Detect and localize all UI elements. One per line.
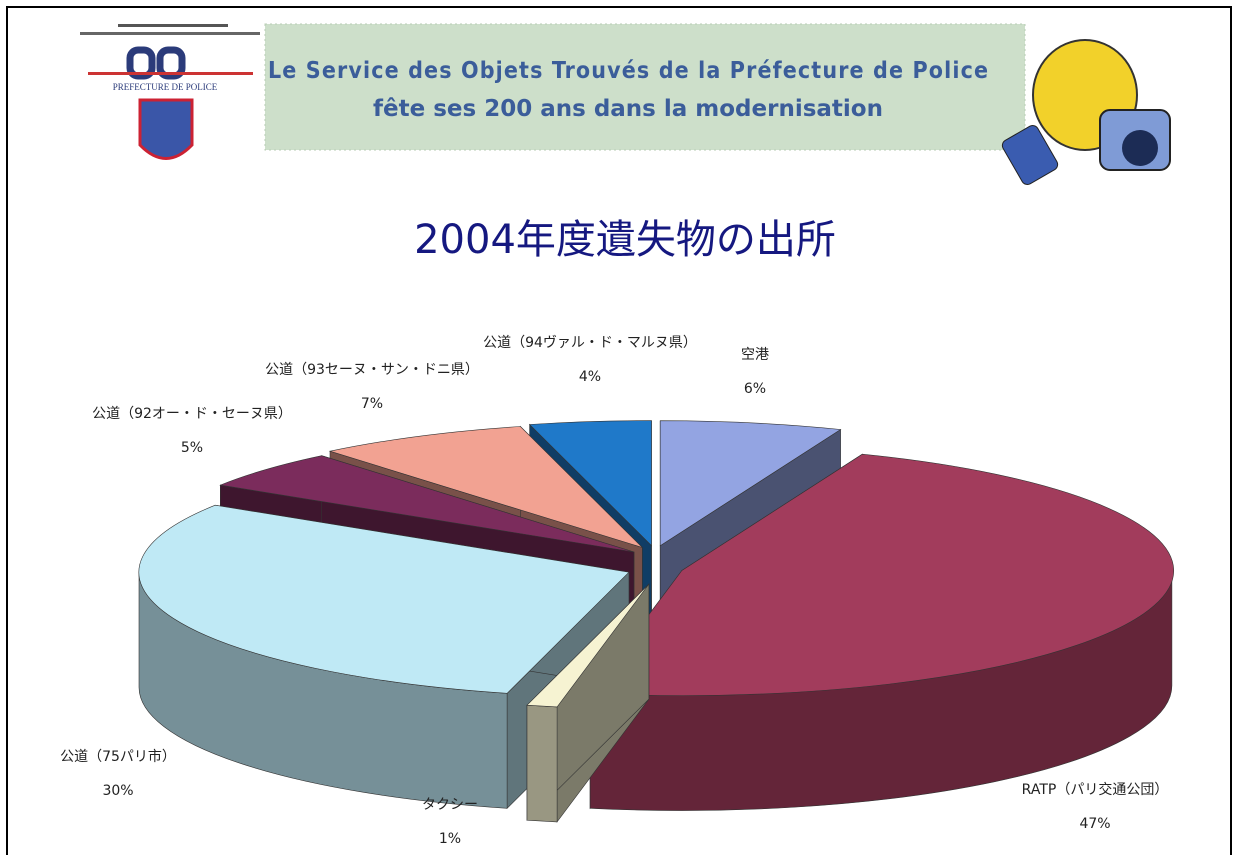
banner-line: fête ses 200 ans dans la modernisation [373, 96, 883, 122]
value-label: 6% [744, 381, 766, 397]
logo-stripe [88, 72, 253, 75]
slice-label: タクシー [422, 797, 478, 813]
logo-text: PREFECTURE DE POLICE [113, 82, 218, 92]
slice-side [527, 705, 557, 822]
value-label: 1% [439, 831, 461, 847]
value-label: 47% [1079, 816, 1110, 832]
camera-lens [1122, 130, 1158, 166]
value-label: 5% [181, 440, 203, 456]
banner-line: Le Service des Objets Trouvés de la Préf… [268, 58, 988, 84]
value-label: 4% [579, 369, 601, 385]
value-label: 7% [361, 396, 383, 412]
logo-line [80, 32, 260, 35]
logo-line [118, 24, 228, 27]
chart-title: 2004年度遺失物の出所 [414, 217, 836, 263]
slice-label: 公道（92オー・ド・セーヌ県） [92, 406, 292, 422]
value-label: 30% [102, 783, 133, 799]
slide: PREFECTURE DE POLICE Le Service des Obje… [0, 0, 1239, 855]
shield [140, 100, 192, 159]
slice-label: 公道（75パリ市） [60, 748, 176, 765]
slice-label: RATP（パリ交通公団） [1022, 781, 1169, 798]
banner [265, 24, 1025, 150]
slice-label: 空港 [741, 347, 769, 363]
slice-label: 公道（94ヴァル・ド・マルヌ県） [483, 334, 697, 351]
slice-label: 公道（93セーヌ・サン・ドニ県） [265, 362, 479, 378]
